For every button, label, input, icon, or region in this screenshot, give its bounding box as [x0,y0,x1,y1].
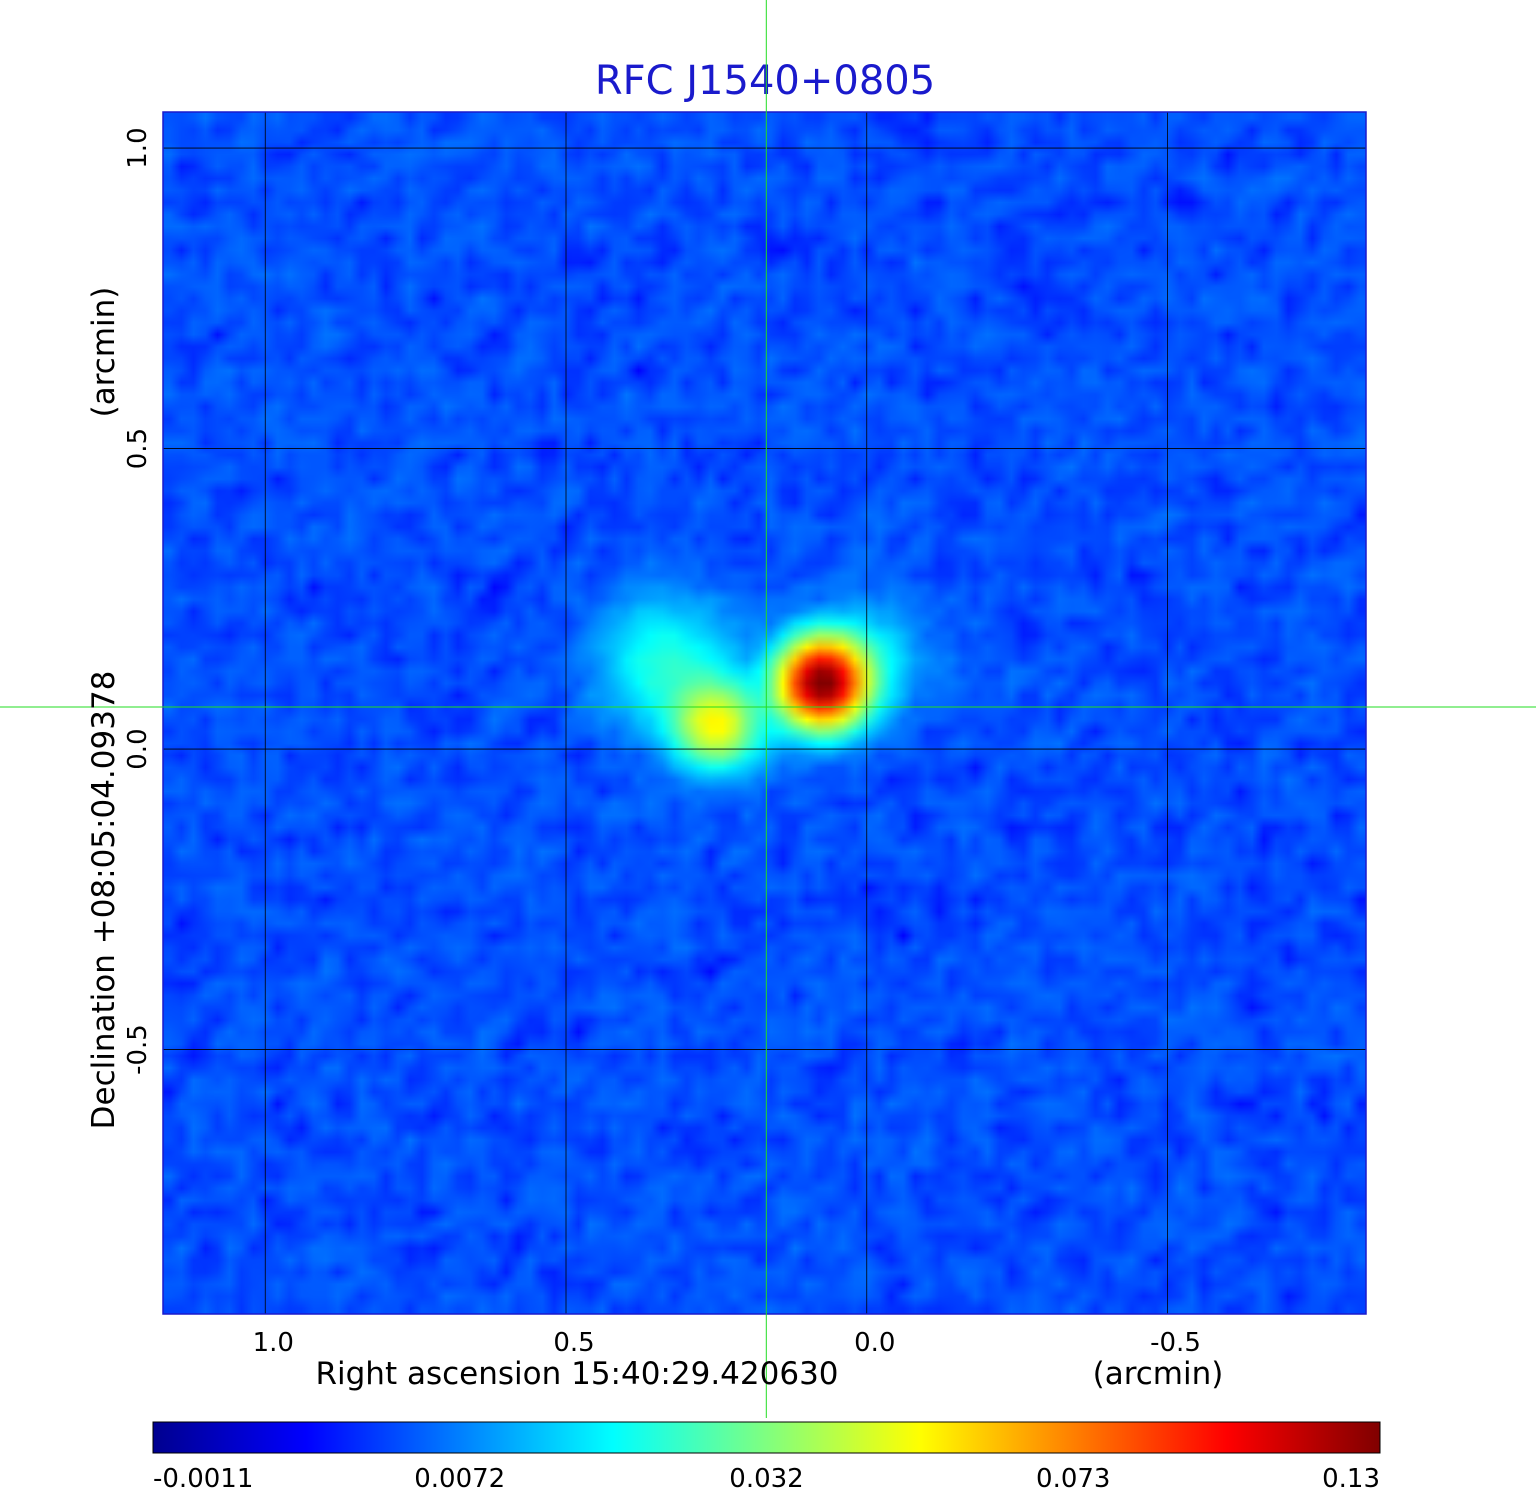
x-axis-label: Right ascension 15:40:29.420630 [315,1356,838,1392]
y-tick-label: -0.5 [123,1024,153,1075]
y-tick-label: 0.0 [123,728,153,769]
chart-title: RFC J1540+0805 [595,58,935,104]
crosshair [0,0,1536,1418]
y-tick-label: 0.5 [123,428,153,469]
colorbar-tick-label: 0.13 [1322,1464,1380,1494]
colorbar-tick-label: -0.0011 [153,1464,253,1494]
grid-lines [163,112,1366,1314]
colorbar-tick-labels: -0.0011 0.0072 0.032 0.073 0.13 [153,1464,1380,1494]
x-tick-label: -0.5 [1150,1328,1201,1358]
y-axis-unit-label: (arcmin) [86,287,122,418]
colorbar-tick-label: 0.073 [1036,1464,1110,1494]
x-tick-label: 0.0 [854,1328,895,1358]
x-axis-unit-label: (arcmin) [1093,1356,1224,1392]
y-axis-label: Declination +08:05:04.09378 [86,671,122,1130]
y-tick-label: 1.0 [123,127,153,168]
x-tick-label: 1.0 [253,1328,294,1358]
plot-frame [162,111,1367,1315]
colorbar [152,1421,1381,1454]
x-tick-labels: 1.0 0.5 0.0 -0.5 [253,1328,1201,1358]
x-tick-label: 0.5 [553,1328,594,1358]
colorbar-tick-label: 0.0072 [414,1464,505,1494]
y-tick-labels: 1.0 0.5 0.0 -0.5 [123,127,153,1075]
intensity-heatmap [163,112,1366,1314]
colorbar-tick-label: 0.032 [729,1464,803,1494]
